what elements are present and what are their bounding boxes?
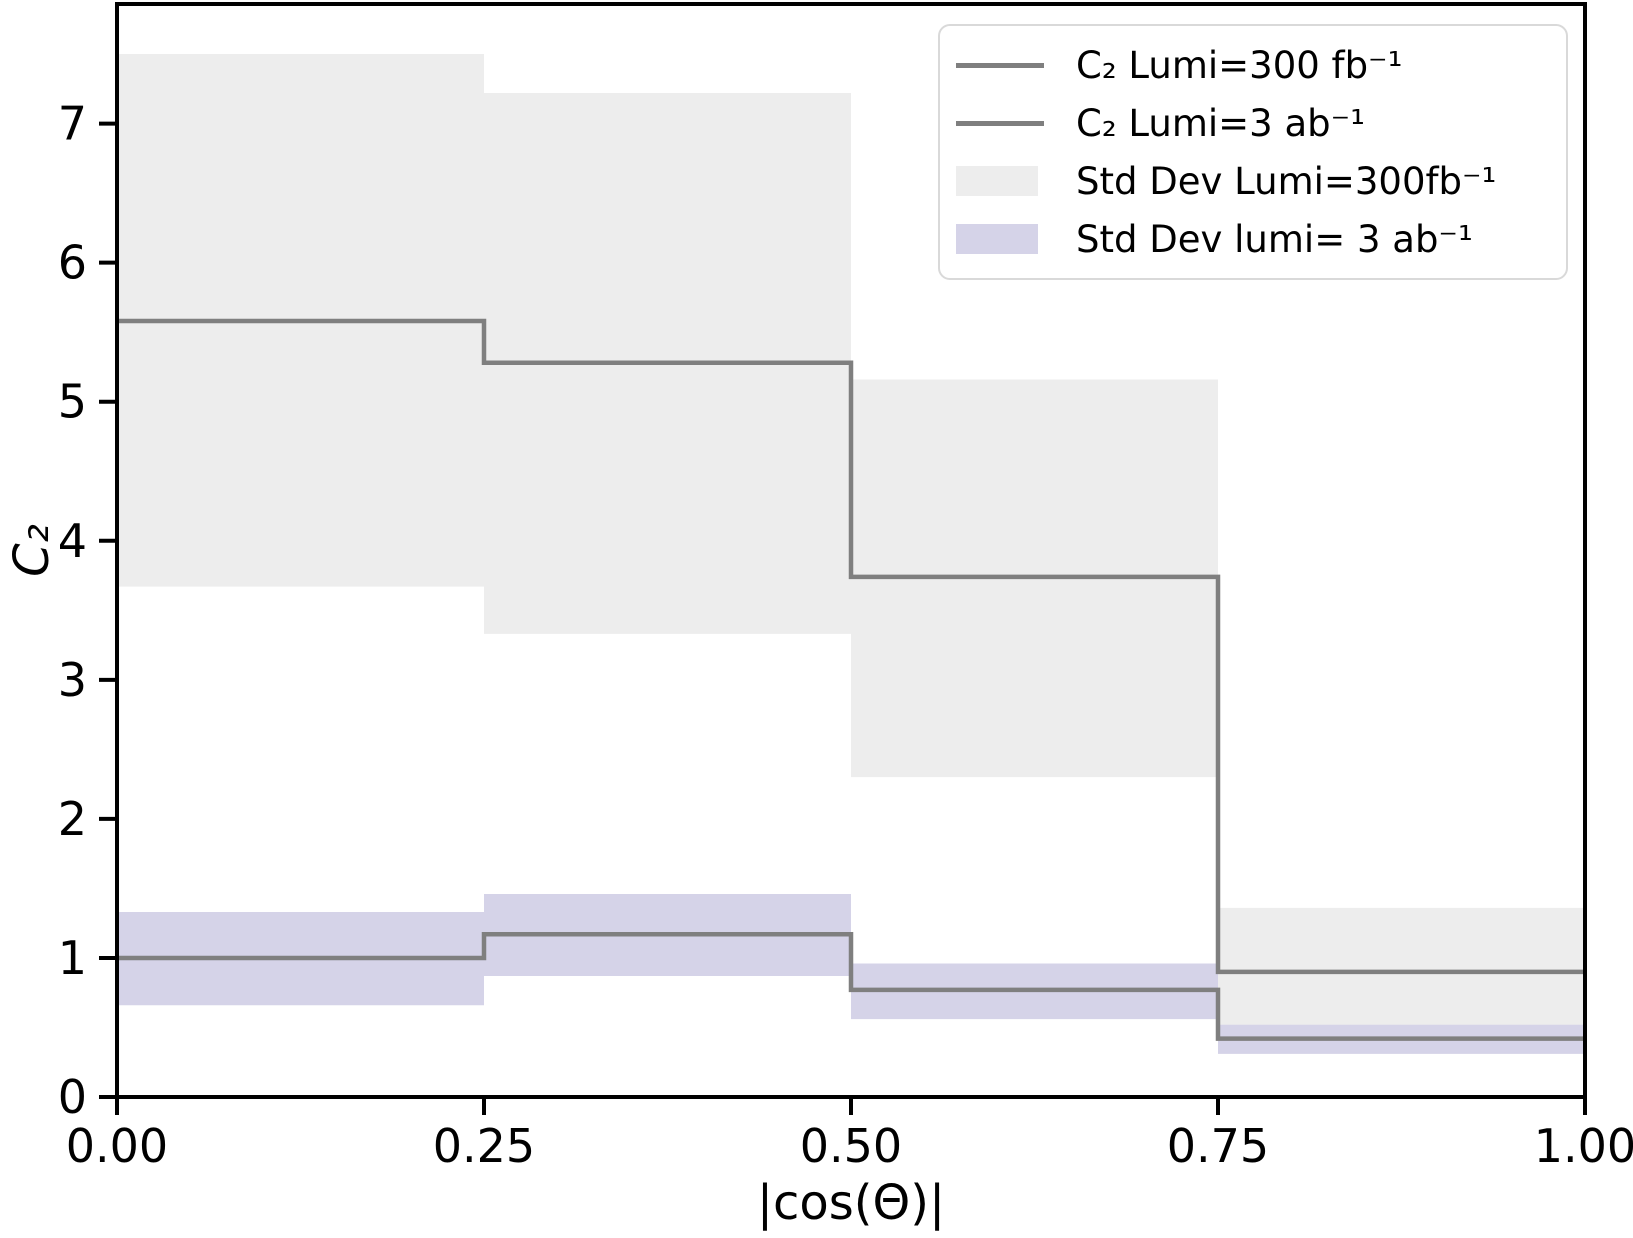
y-tick-label: 7 — [58, 97, 87, 151]
legend-entry-label: Std Dev Lumi=300fb⁻¹ — [1076, 159, 1497, 203]
legend-patch-swatch-icon — [956, 166, 1048, 196]
x-tick-label: 0.50 — [800, 1119, 902, 1173]
x-tick-label: 1.00 — [1534, 1119, 1633, 1173]
legend-swatch — [956, 62, 1044, 68]
c2-step-line-0 — [117, 318, 1585, 975]
legend-entry-label: Std Dev lumi= 3 ab⁻¹ — [1076, 217, 1473, 261]
y-tick-label: 5 — [58, 375, 87, 429]
y-tick-label: 0 — [58, 1070, 87, 1124]
legend-entry-label: C₂ Lumi=300 fb⁻¹ — [1076, 43, 1403, 87]
x-tick-label: 0.75 — [1167, 1119, 1269, 1173]
y-tick-label: 6 — [58, 236, 87, 290]
x-tick-label: 0.00 — [66, 1119, 168, 1173]
y-tick-label: 2 — [58, 792, 87, 846]
y-axis-label: C₂ — [4, 524, 60, 577]
legend-swatch — [956, 224, 1038, 254]
legend-entry: Std Dev Lumi=300fb⁻¹ — [956, 152, 1556, 210]
legend-line-swatch-icon — [956, 62, 1048, 68]
x-tick-label: 0.25 — [433, 1119, 535, 1173]
legend-entry: Std Dev lumi= 3 ab⁻¹ — [956, 210, 1556, 268]
legend-entry-label: C₂ Lumi=3 ab⁻¹ — [1076, 101, 1365, 145]
y-tick-label: 1 — [58, 931, 87, 985]
y-tick-label: 3 — [58, 653, 87, 707]
legend-line-swatch-icon — [956, 120, 1048, 126]
y-tick-label: 4 — [58, 514, 87, 568]
legend-entry: C₂ Lumi=300 fb⁻¹ — [956, 36, 1556, 94]
legend: C₂ Lumi=300 fb⁻¹ C₂ Lumi=3 ab⁻¹ Std Dev Lu… — [938, 24, 1568, 280]
legend-swatch — [956, 120, 1044, 126]
legend-entry: C₂ Lumi=3 ab⁻¹ — [956, 94, 1556, 152]
legend-patch-swatch-icon — [956, 224, 1048, 254]
legend-swatch — [956, 166, 1038, 196]
c2-step-line-1 — [117, 932, 1585, 1041]
x-axis-label: |cos(Θ)| — [757, 1175, 945, 1231]
